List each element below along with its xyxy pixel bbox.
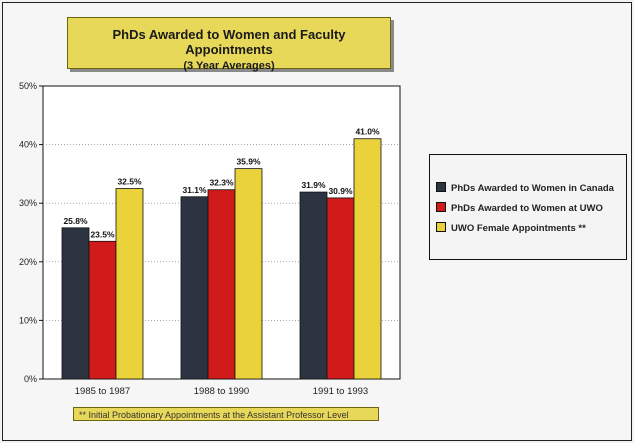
y-tick-label: 30% [19,198,37,208]
y-tick-label: 20% [19,257,37,267]
legend-label-uwo: PhDs Awarded to Women at UWO [451,203,603,214]
bar [234,168,263,380]
bar [207,189,236,380]
data-label: 23.5% [90,229,115,239]
chart-subtitle: (3 Year Averages) [183,60,275,72]
x-tick-label: 1988 to 1990 [194,386,249,397]
y-tick-label: 50% [19,81,37,91]
data-label: 32.5% [117,177,142,187]
legend-item-uwo: PhDs Awarded to Women at UWO [436,202,603,216]
bar [353,138,382,380]
legend-swatch-canada [436,182,446,192]
data-label: 31.9% [301,180,326,190]
legend: PhDs Awarded to Women in Canada PhDs Awa… [429,154,627,260]
y-tick-label: 0% [24,374,37,384]
x-tick-label: 1991 to 1993 [313,386,368,397]
bar [88,240,117,380]
chart-title-box: PhDs Awarded to Women and Faculty Appoin… [67,17,391,72]
chart-title: PhDs Awarded to Women and Faculty Appoin… [112,27,346,57]
data-label: 31.1% [182,185,207,195]
data-label: 30.9% [328,186,353,196]
data-label: 35.9% [236,157,261,167]
data-label: 41.0% [355,127,380,137]
legend-item-canada: PhDs Awarded to Women in Canada [436,182,614,196]
bar [61,227,90,380]
bar [299,191,328,380]
bar [326,197,355,380]
bar [180,196,209,380]
y-tick-label: 10% [19,315,37,325]
legend-swatch-uwo [436,202,446,212]
bar [115,188,144,380]
data-label: 25.8% [63,216,88,226]
footnote: ** Initial Probationary Appointments at … [73,407,379,421]
legend-label-canada: PhDs Awarded to Women in Canada [451,183,614,194]
legend-label-appointments: UWO Female Appointments ** [451,223,586,234]
x-tick-label: 1985 to 1987 [75,386,130,397]
legend-item-appointments: UWO Female Appointments ** [436,222,586,236]
legend-swatch-appointments [436,222,446,232]
y-tick-label: 40% [19,140,37,150]
data-label: 32.3% [209,178,234,188]
